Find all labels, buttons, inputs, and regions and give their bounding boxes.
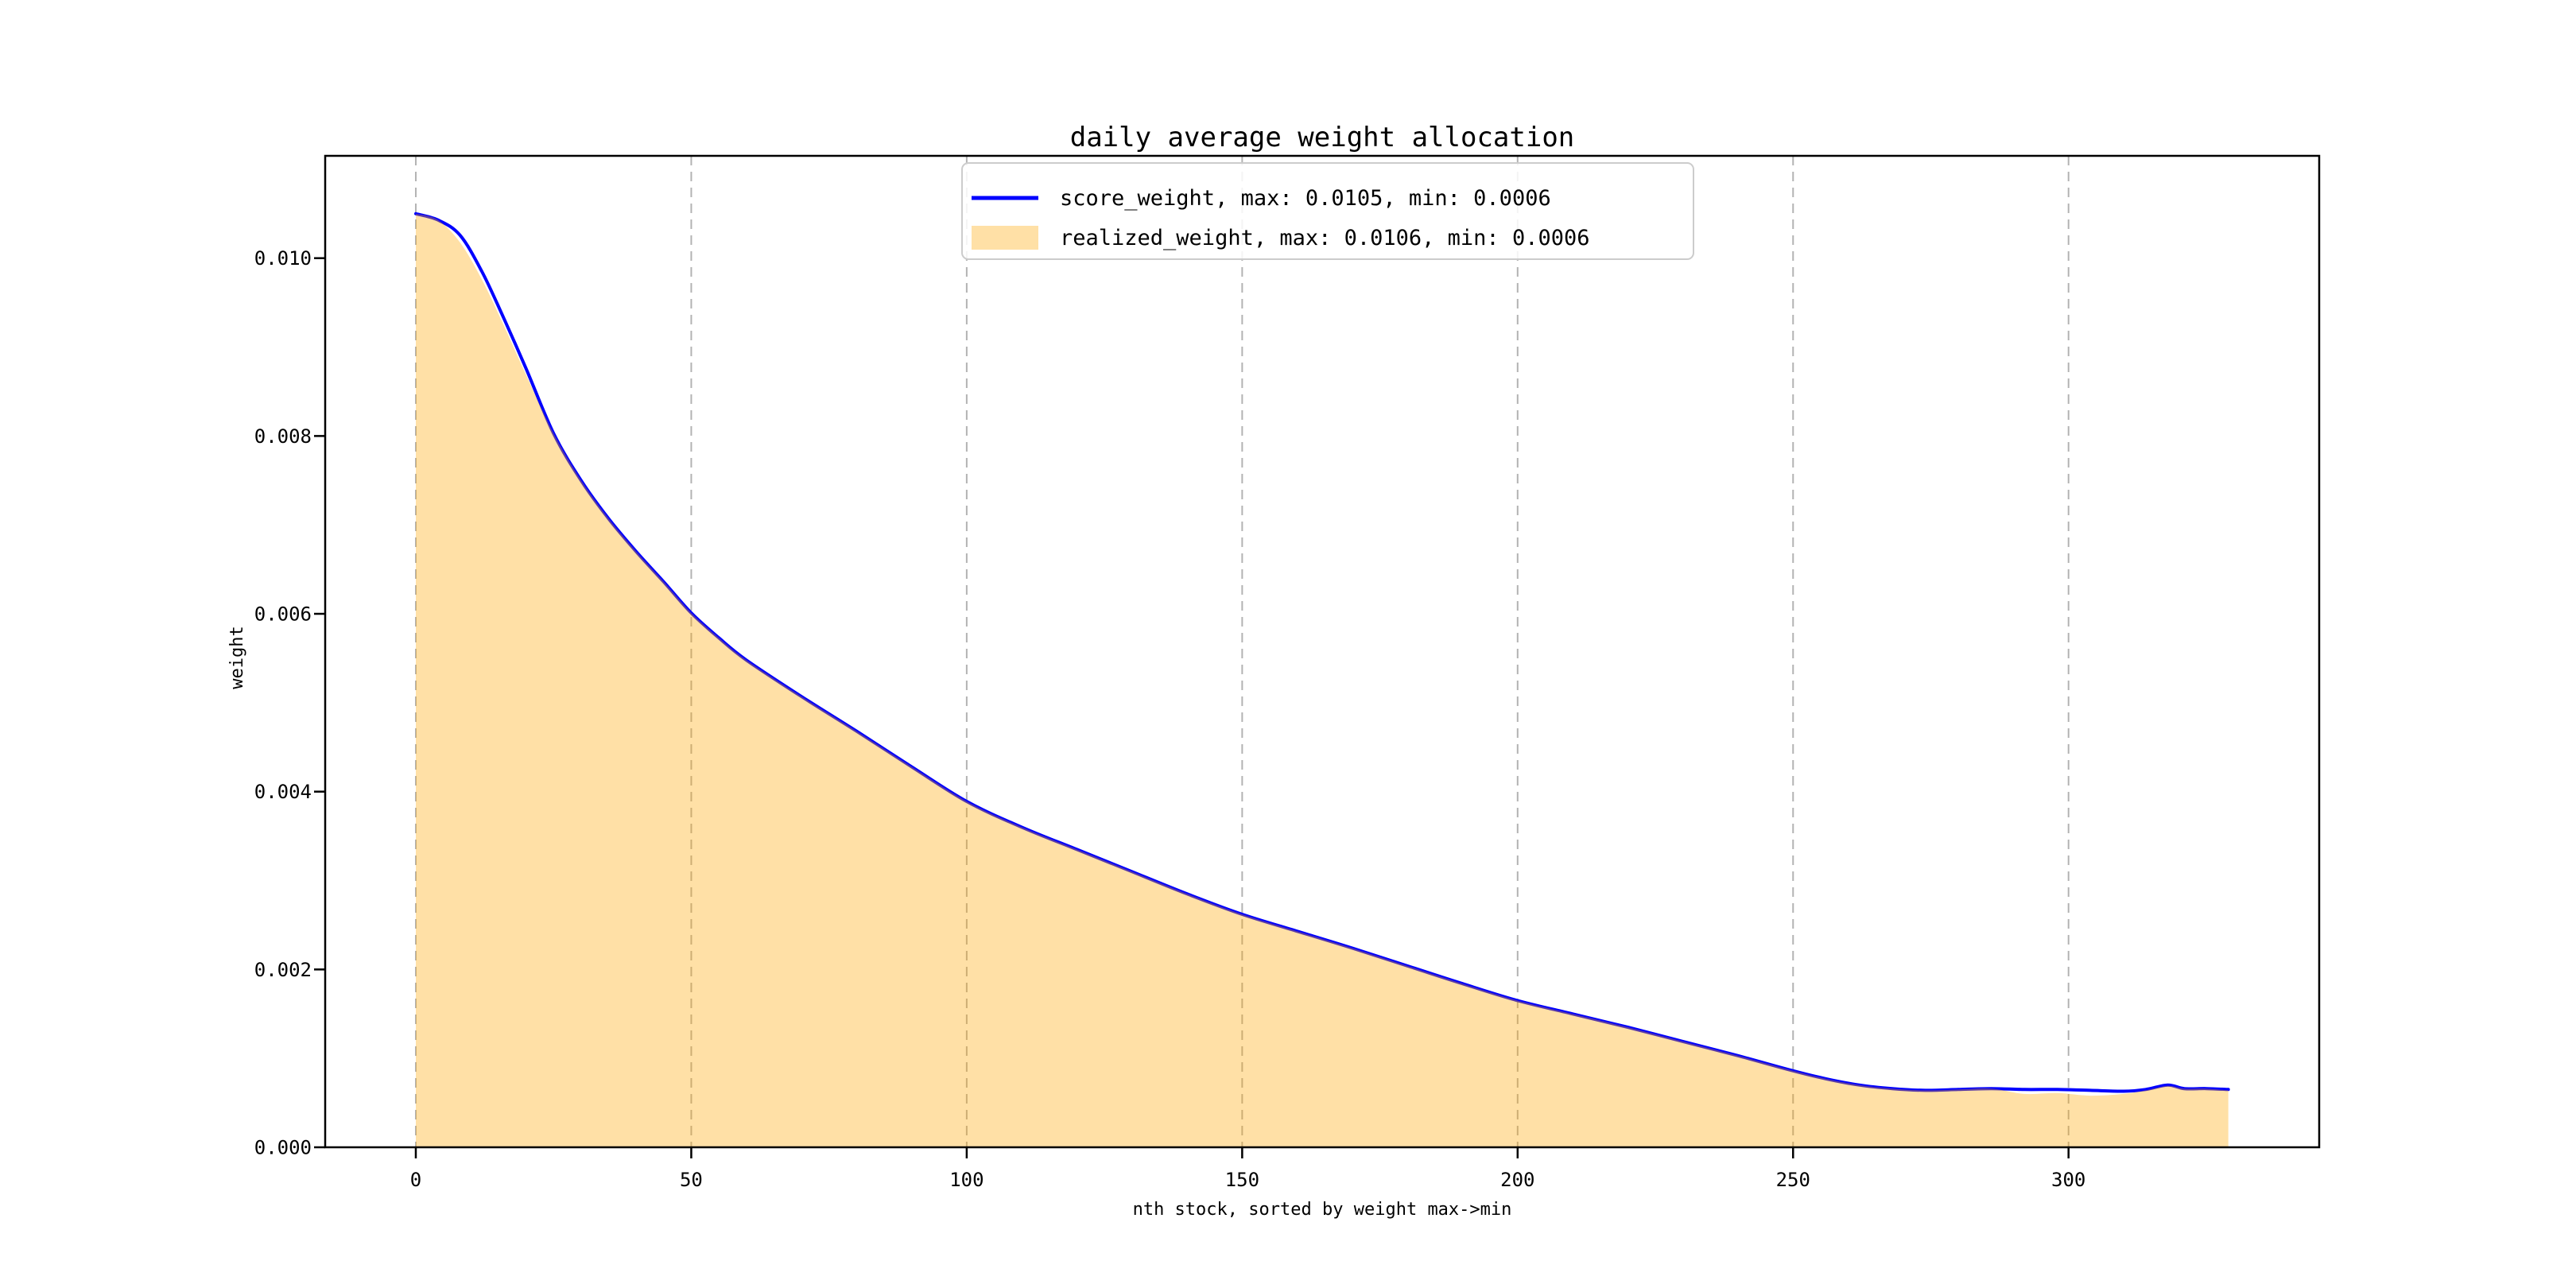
- y-tick-label-0.002: 0.002: [254, 959, 312, 981]
- x-tick-label-150: 150: [1225, 1169, 1259, 1191]
- chart-title: daily average weight allocation: [1070, 122, 1575, 153]
- series-realized_weight: [416, 213, 2229, 1147]
- x-tick-label-200: 200: [1500, 1169, 1534, 1191]
- legend-label-0: score_weight, max: 0.0105, min: 0.0006: [1060, 186, 1551, 211]
- series-score_weight: [414, 211, 2230, 1093]
- legend: score_weight, max: 0.0105, min: 0.0006 re…: [961, 162, 1694, 260]
- x-tick-label-100: 100: [949, 1169, 983, 1191]
- y-tick-label-0.004: 0.004: [254, 781, 312, 803]
- x-axis-label: nth stock, sorted by weight max->min: [1133, 1200, 1512, 1220]
- y-tick-label-0.010: 0.010: [254, 247, 312, 270]
- y-axis-label: weight: [227, 626, 247, 689]
- x-tick-label-0: 0: [410, 1169, 421, 1191]
- y-tick-label-0.008: 0.008: [254, 425, 312, 448]
- y-tick-label-0.000: 0.000: [254, 1137, 312, 1159]
- legend-swatch-area: [972, 226, 1038, 250]
- x-tick-label-50: 50: [680, 1169, 703, 1191]
- legend-label-1: realized_weight, max: 0.0106, min: 0.000…: [1060, 226, 1589, 250]
- gridlines: [414, 156, 2070, 1147]
- plot-border: [324, 154, 2321, 1149]
- axes-layer: 0 50 100 150 200 250 300 0.000 0.002 0.004 0.006 0.…: [254, 154, 2321, 1191]
- y-tick-label-0.006: 0.006: [254, 603, 312, 626]
- x-tick-label-250: 250: [1776, 1169, 1810, 1191]
- legend-box: [961, 162, 1694, 260]
- series-layer: [414, 211, 2230, 1147]
- x-tick-label-300: 300: [2051, 1169, 2085, 1191]
